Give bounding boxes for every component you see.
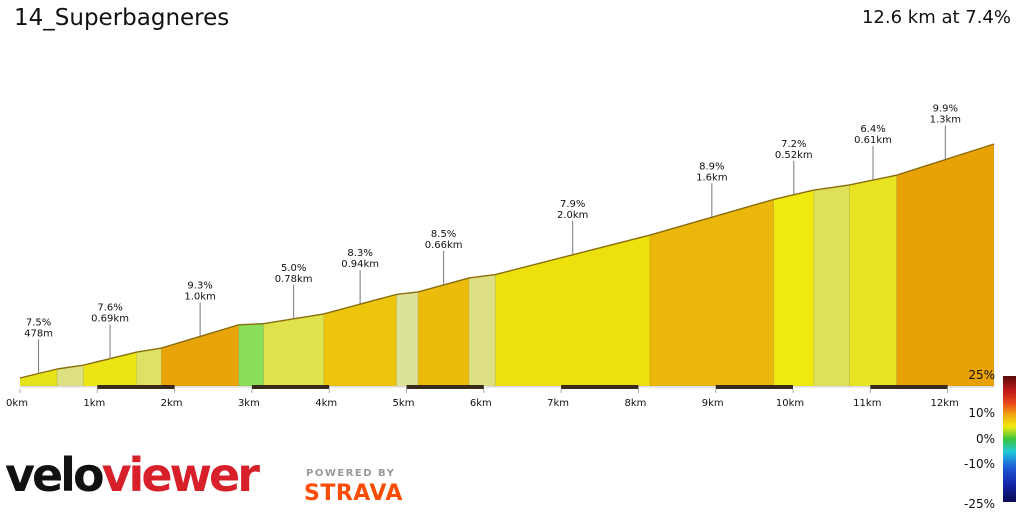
x-tick-label: 2km <box>161 398 183 409</box>
segment-length-label: 0.52km <box>775 150 813 161</box>
profile-outline <box>896 143 995 176</box>
segment-length-label: 0.69km <box>91 314 129 325</box>
x-tick-label: 3km <box>238 398 260 409</box>
km-bar-section <box>406 385 484 389</box>
segment-gradient-label: 7.2% <box>781 139 806 150</box>
distance-bar <box>97 385 948 389</box>
segment-length-label: 1.3km <box>930 115 961 126</box>
profile-outline <box>396 291 419 296</box>
km-bar-section <box>561 385 639 389</box>
x-tick-label: 1km <box>83 398 105 409</box>
segment-gradient-label: 9.3% <box>187 280 212 291</box>
x-axis-ticks: 0km 1km 2km 3km 4km 5km 6km 7km 8km 9km 10km 11km 12… <box>6 389 959 409</box>
legend-label-minus10: -10% <box>963 457 995 471</box>
segment-gradient-label: 7.9% <box>560 199 585 210</box>
profile-segment <box>323 294 397 387</box>
powered-by-text: POWERED BY <box>306 468 396 479</box>
profile-outline <box>813 184 850 191</box>
x-tick-label: 8km <box>624 398 646 409</box>
profile-segment <box>773 189 815 387</box>
strava-logo: STRAVA <box>304 481 403 506</box>
logo-velo-text: velo <box>5 448 105 502</box>
profile-outline <box>649 198 774 236</box>
x-tick-label: 4km <box>315 398 337 409</box>
segment-length-label: 478m <box>24 329 53 340</box>
km-bar-section <box>870 385 948 389</box>
x-tick-label: 5km <box>393 398 415 409</box>
segment-gradient-label: 5.0% <box>281 263 306 274</box>
profile-segment <box>417 277 470 387</box>
segment-length-label: 0.66km <box>425 240 463 251</box>
profile-outline <box>238 322 264 326</box>
profile-outline <box>57 364 84 370</box>
profile-segment <box>813 184 850 387</box>
km-bar-section <box>251 385 330 389</box>
segment-gradient-label: 7.6% <box>97 303 122 314</box>
legend-label-10: 10% <box>968 406 995 420</box>
legend-label-25: 25% <box>968 368 995 382</box>
x-tick-label: 12km <box>930 398 958 409</box>
x-tick-label: 10km <box>776 398 804 409</box>
profile-segment <box>136 347 162 387</box>
profile-outline <box>495 234 651 276</box>
profile-segment <box>849 174 897 387</box>
legend-label-minus25: -25% <box>963 497 995 511</box>
profile-segment <box>896 143 995 387</box>
segment-length-label: 1.6km <box>696 172 727 183</box>
segment-gradient-label: 8.9% <box>699 161 724 172</box>
profile-outline <box>469 273 496 279</box>
veloviewer-logo: veloviewer <box>5 452 260 498</box>
profile-outline <box>136 347 162 353</box>
chart-title: 14_Superbagneres <box>14 5 230 31</box>
x-tick-label: 11km <box>853 398 881 409</box>
profile-outline <box>417 277 470 293</box>
climb-summary: 12.6 km at 7.4% <box>861 7 1011 28</box>
profile-segments <box>19 143 995 387</box>
profile-segment <box>238 323 264 387</box>
profile-segment <box>649 199 774 387</box>
segment-gradient-label: 9.9% <box>933 104 958 115</box>
x-tick-label: 0km <box>6 398 28 409</box>
km-bar-section <box>97 385 175 389</box>
logo-viewer-text: viewer <box>101 448 260 502</box>
segment-gradient-label: 8.3% <box>347 248 372 259</box>
segment-length-label: 0.94km <box>341 259 379 270</box>
profile-segment <box>495 234 651 387</box>
legend-label-0: 0% <box>975 432 995 446</box>
segment-length-label: 0.78km <box>275 274 313 285</box>
gradient-legend-bar <box>1003 376 1016 502</box>
km-bar-section <box>715 385 794 389</box>
x-tick-label: 7km <box>547 398 569 409</box>
segment-length-label: 2.0km <box>557 210 588 221</box>
x-tick-label: 9km <box>702 398 724 409</box>
segment-gradient-label: 6.4% <box>860 124 885 135</box>
profile-segment <box>263 313 325 387</box>
profile-segment <box>468 274 496 387</box>
x-tick-label: 6km <box>470 398 492 409</box>
profile-segment <box>396 291 419 387</box>
segment-length-label: 0.61km <box>854 135 892 146</box>
segment-length-label: 1.0km <box>184 291 215 302</box>
segment-labels: 7.5%478m 7.6%0.69km 9.3%1.0km 5.0%0.78km 8.3… <box>24 104 961 374</box>
segment-gradient-label: 8.5% <box>431 229 456 240</box>
segment-gradient-label: 7.5% <box>26 318 51 329</box>
